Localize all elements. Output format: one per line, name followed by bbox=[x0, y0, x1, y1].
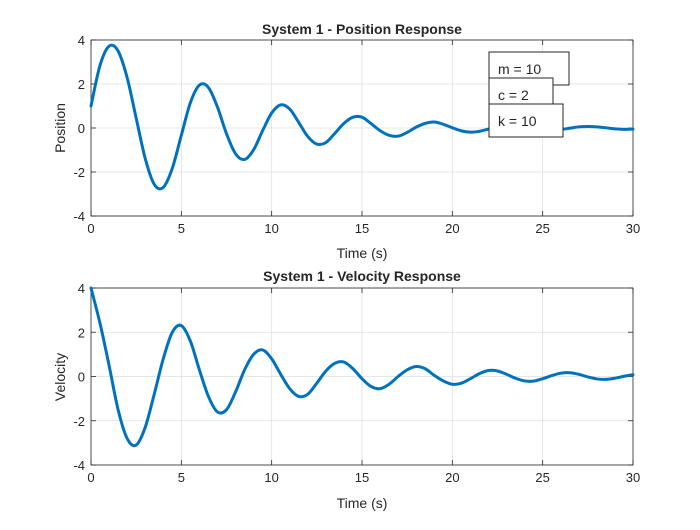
velocity-y-tick-label: 2 bbox=[78, 325, 85, 340]
position-x-tick-label: 15 bbox=[355, 221, 369, 236]
velocity-x-tick-label: 5 bbox=[178, 470, 185, 485]
position-y-tick-label: -4 bbox=[73, 209, 85, 224]
position-y-tick-label: 4 bbox=[78, 33, 85, 48]
annotation-m-text: m = 10 bbox=[498, 61, 541, 77]
velocity-x-axis-label: Time (s) bbox=[337, 495, 388, 511]
velocity-x-tick-label: 25 bbox=[535, 470, 549, 485]
position-y-tick-label: 0 bbox=[78, 121, 85, 136]
velocity-chart-title: System 1 - Velocity Response bbox=[263, 268, 461, 284]
velocity-x-tick-label: 15 bbox=[355, 470, 369, 485]
velocity-y-tick-label: -2 bbox=[73, 414, 85, 429]
velocity-subplot: 0 5 10 15 20 25 30 -4 -2 0 2 4 System 1 - Velocity … bbox=[52, 268, 640, 511]
position-y-axis-label: Position bbox=[52, 103, 68, 153]
position-x-tick-label: 0 bbox=[87, 221, 94, 236]
position-x-tick-label: 10 bbox=[264, 221, 278, 236]
velocity-series-line bbox=[89, 286, 635, 448]
position-x-tick-label: 20 bbox=[445, 221, 459, 236]
parameter-annotations: m = 10 c = 2 k = 10 bbox=[488, 51, 570, 138]
position-x-tick-label: 30 bbox=[626, 221, 640, 236]
position-subplot: 0 5 10 15 20 25 30 -4 -2 0 2 4 System 1 - Position … bbox=[52, 21, 640, 261]
position-x-tick-label: 25 bbox=[535, 221, 549, 236]
velocity-y-tick-label: 0 bbox=[78, 370, 85, 385]
position-ticks: 0 5 10 15 20 25 30 -4 -2 0 2 4 bbox=[73, 33, 640, 236]
position-x-axis-label: Time (s) bbox=[337, 245, 388, 261]
velocity-y-axis-label: Velocity bbox=[52, 353, 68, 401]
position-y-tick-label: -2 bbox=[73, 165, 85, 180]
velocity-y-tick-label: 4 bbox=[78, 281, 85, 296]
annotation-c-text: c = 2 bbox=[498, 87, 529, 103]
annotation-k-box bbox=[488, 103, 564, 138]
annotation-k-text: k = 10 bbox=[498, 113, 537, 129]
position-chart-title: System 1 - Position Response bbox=[262, 21, 462, 37]
velocity-x-tick-label: 10 bbox=[264, 470, 278, 485]
velocity-series bbox=[89, 286, 635, 448]
velocity-axes-box bbox=[90, 287, 634, 466]
position-x-tick-label: 5 bbox=[178, 221, 185, 236]
velocity-x-tick-label: 0 bbox=[87, 470, 94, 485]
position-y-tick-label: 2 bbox=[78, 77, 85, 92]
velocity-x-tick-label: 20 bbox=[445, 470, 459, 485]
velocity-x-tick-label: 30 bbox=[626, 470, 640, 485]
velocity-y-tick-label: -4 bbox=[73, 458, 85, 473]
